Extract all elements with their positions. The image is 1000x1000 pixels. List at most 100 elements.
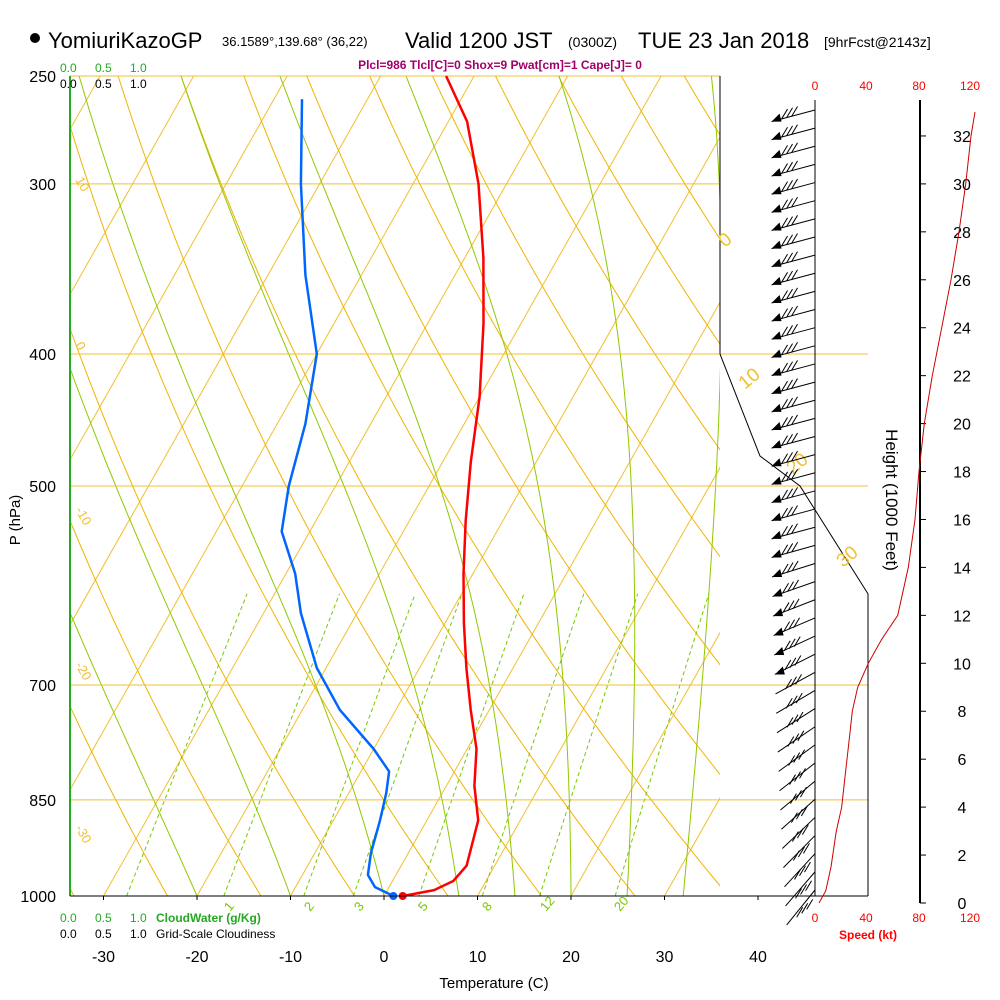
wind-barb: [778, 744, 816, 772]
height-tick-label: 20: [953, 417, 971, 434]
wind-barb-flag: [786, 125, 793, 137]
wind-barb-flag: [781, 471, 788, 483]
wind-barb-flag: [781, 290, 788, 301]
height-tick-label: 8: [958, 704, 967, 721]
wind-barb-flag: [785, 697, 793, 709]
wind-barb-flag: [781, 272, 788, 283]
pressure-tick-label: 850: [29, 793, 56, 810]
dry-adiabat: [981, 52, 1000, 925]
wind-barb-flag: [790, 793, 797, 804]
wind-barb-flag: [791, 450, 798, 462]
wind-barb-pennant: [771, 458, 782, 467]
wind-barb-flag: [799, 768, 806, 779]
wind-barb: [783, 835, 816, 868]
wind-barb-flag: [783, 621, 791, 632]
height-tick-label: 18: [953, 465, 971, 482]
wind-barb-staff: [786, 889, 816, 926]
cloud-water-bottom-tick: 1.0: [130, 911, 147, 925]
wind-barb-pennant: [773, 608, 784, 617]
wind-barb-flag: [797, 846, 805, 858]
cloudiness-bottom-tick: 1.0: [130, 927, 147, 941]
chart-header: YomiuriKazoGP 36.1589°,139.68° (36,22) V…: [0, 0, 1000, 72]
wind-barb-flag: [786, 216, 793, 227]
temperature-line: [402, 75, 485, 898]
wind-barb-flag: [788, 638, 796, 649]
dry-adiabat: [494, 76, 720, 451]
wind-barb-flag: [786, 415, 793, 427]
wind-barb-flag: [799, 865, 806, 877]
station-name: YomiuriKazoGP: [48, 28, 203, 53]
dry-adiabat: [180, 76, 636, 896]
wind-barb-flag: [791, 196, 798, 208]
wind-barb-pennant: [771, 222, 782, 231]
moist-adiabat: [682, 76, 720, 896]
wind-barb-flag: [791, 215, 798, 226]
moist-adiabat: [78, 76, 385, 896]
wind-barb-flag: [786, 325, 793, 336]
wind-barb-flag: [792, 733, 800, 744]
wind-barb: [775, 671, 816, 695]
wind-barb-flag: [781, 453, 788, 464]
mixing-ratio-line: [418, 593, 525, 896]
wind-barb-flag: [786, 288, 793, 300]
wind-barb-flag: [786, 161, 793, 173]
wind-barb-flag: [791, 269, 798, 280]
wind-barb-pennant: [771, 204, 782, 213]
isotherm-line: [570, 631, 720, 896]
wind-barb-flag: [791, 378, 798, 389]
wind-barb-flag: [786, 452, 793, 463]
isotherm-label: 10: [72, 174, 92, 194]
cloudiness-top-tick: 0.0: [60, 77, 77, 91]
wind-barb-flag: [781, 399, 788, 410]
wind-barb: [771, 124, 816, 141]
isotherm-line: [852, 76, 1000, 896]
height-tick-label: 26: [953, 273, 971, 290]
temperature-tick-label: -10: [279, 949, 302, 966]
wind-barb-flag: [787, 581, 794, 592]
wind-barb-flag: [795, 692, 803, 704]
wind-barb-flag: [786, 107, 793, 119]
speed-top-tick-label: 0: [812, 79, 819, 93]
wind-barb-flag: [781, 126, 788, 138]
temperature-axis-title: Temperature (C): [439, 975, 548, 992]
wind-barb-flag: [791, 251, 798, 262]
wind-barb-flag: [786, 252, 793, 264]
wind-barb: [771, 178, 816, 195]
wind-barb: [771, 287, 816, 304]
dry-adiabat: [70, 519, 262, 896]
speed-bottom-tick-label: 40: [859, 911, 873, 925]
wind-barb-flag: [792, 598, 800, 610]
wind-barb-flag: [781, 544, 789, 556]
temperature-tick-label: -20: [185, 949, 208, 966]
isotherm-line: [0, 76, 7, 896]
wind-barb-flag: [791, 560, 799, 572]
wind-barb-flag: [786, 343, 793, 354]
wind-barb-flag: [794, 869, 801, 880]
wind-barb-flag: [787, 600, 795, 611]
wind-barb-flag: [786, 524, 793, 536]
wind-barb-staff: [785, 871, 816, 907]
wind-barb-flag: [798, 749, 806, 760]
wind-barb-pennant: [771, 476, 782, 485]
mixing-ratio-line: [539, 593, 639, 896]
mixing-ratio-label: 2: [301, 899, 317, 914]
wind-barb-flag: [790, 676, 797, 687]
wind-barb-flag: [804, 861, 811, 873]
cloud-water-top-tick: 0.0: [60, 61, 77, 75]
wind-barb-flag: [781, 362, 788, 374]
moist-adiabat: [558, 76, 636, 896]
wind-barb-flag: [797, 730, 805, 742]
wind-barb-flag: [791, 323, 798, 335]
mixing-ratio-line: [223, 593, 340, 896]
speed-bottom-tick-label: 80: [912, 911, 926, 925]
wind-barb-flag: [781, 235, 788, 247]
valid-time: Valid 1200 JST: [405, 28, 553, 53]
height-tick-label: 22: [953, 369, 971, 386]
speed-axis-title: Speed (kt): [839, 928, 897, 942]
wind-barb-pennant: [771, 403, 782, 412]
dry-adiabat: [857, 52, 1000, 925]
dewpoint-line: [280, 99, 394, 898]
wind-barb-flag: [795, 674, 802, 685]
cloudiness-axis-title: Grid-Scale Cloudiness: [156, 927, 275, 941]
